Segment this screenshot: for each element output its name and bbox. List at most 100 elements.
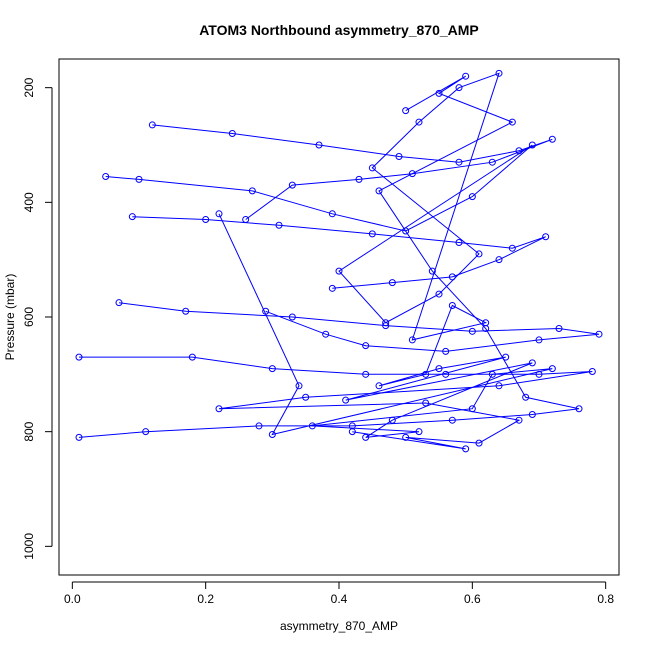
data-point: [528, 359, 536, 367]
data-point: [102, 173, 110, 181]
data-point: [328, 210, 336, 218]
data-point: [508, 244, 516, 252]
data-point: [542, 233, 550, 241]
data-point: [288, 181, 296, 189]
data-point: [415, 118, 423, 126]
data-point: [522, 393, 530, 401]
data-point: [368, 230, 376, 238]
data-point: [355, 175, 363, 183]
data-point: [188, 353, 196, 361]
data-point: [402, 107, 410, 115]
data-point: [268, 365, 276, 373]
data-point: [495, 382, 503, 390]
data-point: [288, 313, 296, 321]
x-tick-label: 0.0: [64, 592, 81, 606]
data-point: [362, 342, 370, 350]
data-point: [295, 382, 303, 390]
data-point: [402, 227, 410, 235]
data-point: [228, 130, 236, 138]
series-line: [79, 356, 593, 450]
data-point: [215, 405, 223, 413]
data-point: [215, 210, 223, 218]
data-point: [495, 256, 503, 264]
data-point: [508, 118, 516, 126]
data-point: [395, 152, 403, 160]
y-tick-label: 800: [22, 421, 36, 441]
data-point: [335, 267, 343, 275]
data-point: [515, 416, 523, 424]
y-tick-label: 200: [22, 77, 36, 97]
data-point: [468, 327, 476, 335]
data-point: [442, 347, 450, 355]
plot-frame: [58, 58, 620, 576]
data-point: [535, 370, 543, 378]
data-point: [515, 147, 523, 155]
data-point: [408, 336, 416, 344]
data-point: [382, 322, 390, 330]
x-tick-label: 0.2: [197, 592, 214, 606]
data-point: [495, 69, 503, 77]
data-point: [448, 273, 456, 281]
data-point: [75, 433, 83, 441]
data-point: [362, 370, 370, 378]
data-point: [135, 175, 143, 183]
data-point: [462, 72, 470, 80]
data-point: [128, 213, 136, 221]
data-point: [408, 170, 416, 178]
data-point: [348, 422, 356, 430]
y-axis: 200 400 600 800 1000: [22, 77, 53, 560]
data-point: [482, 324, 490, 332]
data-point: [535, 336, 543, 344]
data-point: [375, 187, 383, 195]
data-point: [368, 164, 376, 172]
data-point: [468, 193, 476, 201]
data-point: [202, 216, 210, 224]
series-layer: [75, 69, 603, 453]
data-point: [435, 89, 443, 97]
series-line: [105, 72, 553, 438]
y-tick-label: 400: [22, 192, 36, 212]
data-point: [402, 433, 410, 441]
data-point: [342, 396, 350, 404]
data-point: [588, 367, 596, 375]
x-axis: 0.0 0.2 0.4 0.6 0.8: [64, 581, 614, 606]
data-point: [115, 299, 123, 307]
y-tick-label: 1000: [22, 533, 36, 560]
data-point: [242, 216, 250, 224]
data-point: [435, 365, 443, 373]
data-point: [455, 238, 463, 246]
data-point: [415, 428, 423, 436]
chart-title: ATOM3 Northbound asymmetry_870_AMP: [199, 22, 479, 38]
data-point: [548, 135, 556, 143]
data-point: [548, 365, 556, 373]
data-point: [142, 428, 150, 436]
data-point: [448, 302, 456, 310]
x-tick-label: 0.8: [597, 592, 614, 606]
data-point: [475, 250, 483, 258]
data-point: [462, 445, 470, 453]
data-point: [262, 307, 270, 315]
y-axis-label: Pressure (mbar): [3, 274, 17, 361]
data-point: [388, 279, 396, 287]
x-axis-label: asymmetry_870_AMP: [280, 619, 398, 633]
series-line: [152, 124, 553, 220]
x-tick-label: 0.6: [464, 592, 481, 606]
data-point: [595, 330, 603, 338]
data-point: [422, 399, 430, 407]
data-point: [442, 370, 450, 378]
data-point: [428, 267, 436, 275]
data-point: [275, 221, 283, 229]
data-point: [435, 290, 443, 298]
data-point: [528, 410, 536, 418]
data-point: [75, 353, 83, 361]
data-point: [555, 324, 563, 332]
data-point: [268, 431, 276, 439]
data-point: [455, 158, 463, 166]
data-point: [488, 158, 496, 166]
data-point: [255, 422, 263, 430]
x-tick-label: 0.4: [331, 592, 348, 606]
data-point: [575, 405, 583, 413]
data-point: [248, 187, 256, 195]
data-point: [182, 307, 190, 315]
